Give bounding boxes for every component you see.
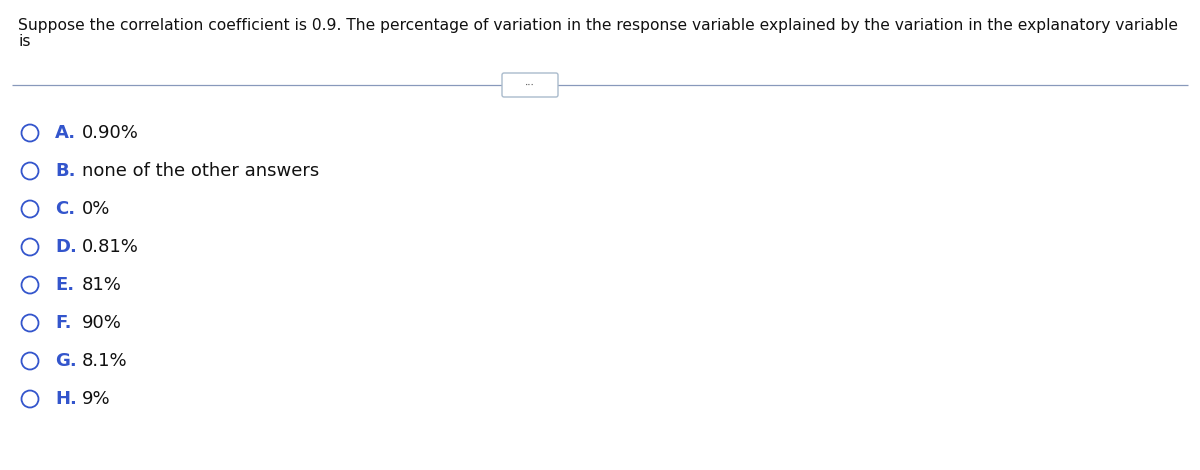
Text: Suppose the correlation coefficient is 0.9. The percentage of variation in the r: Suppose the correlation coefficient is 0… <box>18 18 1178 33</box>
Text: is: is <box>18 34 30 49</box>
Text: 81%: 81% <box>82 276 122 294</box>
Text: D.: D. <box>55 238 77 256</box>
FancyBboxPatch shape <box>502 73 558 97</box>
Text: B.: B. <box>55 162 76 180</box>
Text: A.: A. <box>55 124 76 142</box>
Text: 0%: 0% <box>82 200 110 218</box>
Text: E.: E. <box>55 276 74 294</box>
Text: C.: C. <box>55 200 76 218</box>
Text: H.: H. <box>55 390 77 408</box>
Text: F.: F. <box>55 314 72 332</box>
Text: G.: G. <box>55 352 77 370</box>
Text: 0.90%: 0.90% <box>82 124 139 142</box>
Text: 0.81%: 0.81% <box>82 238 139 256</box>
Text: 90%: 90% <box>82 314 122 332</box>
Text: 8.1%: 8.1% <box>82 352 127 370</box>
Text: none of the other answers: none of the other answers <box>82 162 319 180</box>
Text: 9%: 9% <box>82 390 110 408</box>
Text: ⋅⋅⋅: ⋅⋅⋅ <box>526 80 535 90</box>
